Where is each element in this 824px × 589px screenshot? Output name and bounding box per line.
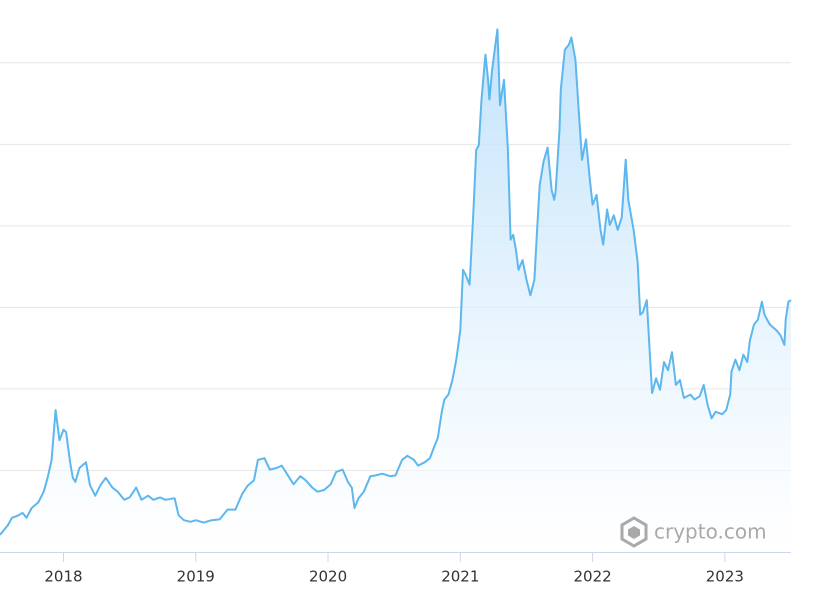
plot [0,28,792,552]
x-tick-label: 2019 [177,568,215,586]
x-tick-label: 2021 [441,568,479,586]
area-fill [0,29,791,552]
x-tick-label: 2018 [44,568,82,586]
x-tick-label: 2023 [706,568,744,586]
watermark-logo-inner [628,526,640,539]
grid: 2018 2019 2020 2021 2022 2023 [0,62,791,586]
x-tick-label: 2020 [309,568,347,586]
price-line [0,28,792,536]
watermark: crypto.com [620,516,767,548]
watermark-text: crypto.com [654,520,767,544]
x-tick-label: 2022 [573,568,611,586]
watermark-logo [620,516,648,548]
